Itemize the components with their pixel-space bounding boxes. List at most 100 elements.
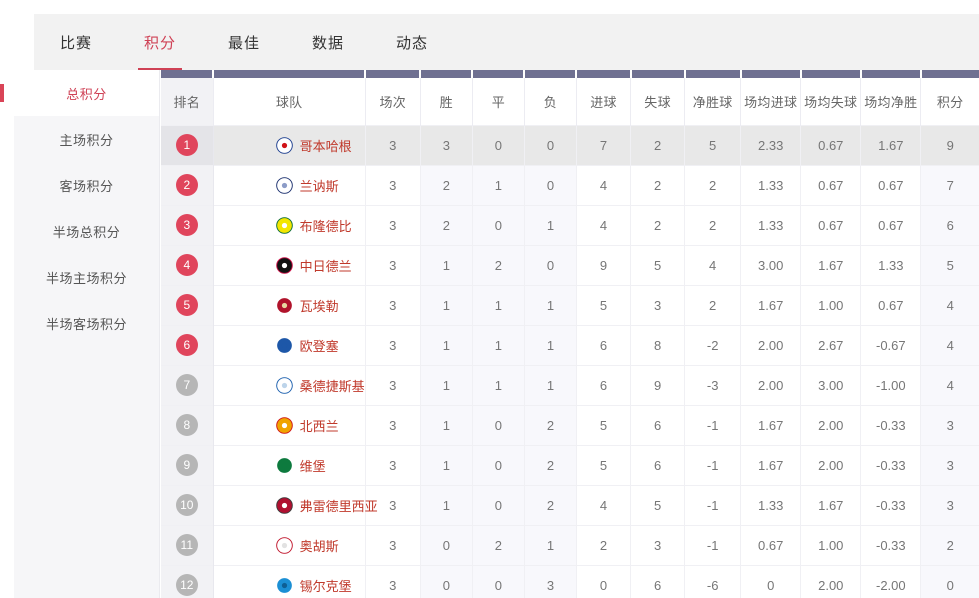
cell-avg_gf: 1.67 — [740, 404, 802, 445]
column-header-avg_gf[interactable]: 场均进球 — [740, 78, 802, 125]
cell-played: 3 — [365, 164, 421, 205]
column-header-gf[interactable]: 进球 — [576, 78, 632, 125]
team-cell: 中日德兰 — [213, 244, 366, 285]
table-row[interactable]: 9 维堡 3 1 0 2 5 6 -1 1.67 2.00 -0.33 3 — [161, 444, 979, 485]
rank-cell: 9 — [161, 444, 214, 485]
column-header-win[interactable]: 胜 — [420, 78, 473, 125]
column-header-rank[interactable]: 排名 — [161, 78, 214, 125]
tab-2[interactable]: 最佳 — [202, 14, 286, 70]
cell-avg_gd: -0.33 — [860, 444, 922, 485]
cell-avg_gf: 2.00 — [740, 364, 802, 405]
team-link[interactable]: 桑德捷斯基 — [214, 376, 365, 395]
rank-badge: 12 — [175, 574, 198, 597]
team-link[interactable]: 中日德兰 — [214, 256, 365, 275]
team-link[interactable]: 哥本哈根 — [214, 136, 365, 155]
cell-avg_ga: 1.00 — [800, 524, 862, 565]
team-link[interactable]: 锡尔克堡 — [214, 576, 365, 595]
team-name: 中日德兰 — [299, 258, 352, 274]
cell-avg_gd: -2.00 — [860, 564, 922, 598]
sidebar-item-2[interactable]: 客场积分 — [14, 162, 159, 208]
cell-win: 1 — [420, 444, 473, 485]
column-header-avg_ga[interactable]: 场均失球 — [800, 78, 862, 125]
sidebar-item-1[interactable]: 主场积分 — [14, 116, 159, 162]
cell-draw: 0 — [472, 484, 525, 525]
team-cell: 兰讷斯 — [213, 164, 366, 205]
rank-cell: 3 — [161, 204, 214, 245]
accent-cell-loss — [524, 70, 578, 78]
sidebar-item-3[interactable]: 半场总积分 — [14, 208, 159, 254]
team-link[interactable]: 布隆德比 — [214, 216, 365, 235]
table-row[interactable]: 3 布隆德比 3 2 0 1 4 2 2 1.33 0.67 0.67 6 — [161, 204, 979, 245]
accent-cell-gd — [684, 70, 742, 78]
tab-label: 数据 — [311, 34, 344, 52]
column-header-points[interactable]: 积分 — [920, 78, 979, 125]
accent-cell-team — [213, 70, 367, 78]
sidebar-item-label: 半场客场积分 — [45, 316, 127, 332]
team-name: 北西兰 — [299, 418, 339, 434]
rank-cell: 1 — [161, 124, 214, 165]
tab-4[interactable]: 动态 — [370, 14, 454, 70]
column-header-team[interactable]: 球队 — [213, 78, 366, 125]
table-row[interactable]: 5 瓦埃勒 3 1 1 1 5 3 2 1.67 1.00 0.67 4 — [161, 284, 979, 325]
team-link[interactable]: 弗雷德里西亚 — [214, 496, 378, 515]
table-accent-strip — [161, 70, 979, 78]
tab-0[interactable]: 比赛 — [34, 14, 118, 70]
crest-aarhus-icon — [275, 536, 293, 554]
tab-label: 动态 — [395, 34, 428, 52]
team-link[interactable]: 维堡 — [214, 456, 365, 475]
cell-avg_gd: -1.00 — [860, 364, 922, 405]
cell-points: 5 — [920, 244, 979, 285]
sidebar-item-0[interactable]: 总积分 — [14, 70, 159, 116]
cell-gf: 6 — [576, 324, 632, 365]
cell-avg_ga: 1.67 — [800, 484, 862, 525]
rank-badge: 11 — [175, 534, 198, 556]
cell-played: 3 — [365, 444, 421, 485]
table-row[interactable]: 7 桑德捷斯基 3 1 1 1 6 9 -3 2.00 3.00 -1.00 4 — [161, 364, 979, 405]
table-row[interactable]: 2 兰讷斯 3 2 1 0 4 2 2 1.33 0.67 0.67 7 — [161, 164, 979, 205]
cell-draw: 0 — [472, 444, 525, 485]
rank-cell: 6 — [161, 324, 214, 365]
cell-gd: 2 — [684, 164, 742, 205]
tab-3[interactable]: 数据 — [286, 14, 370, 70]
table-row[interactable]: 12 锡尔克堡 3 0 0 3 0 6 -6 0 2.00 -2.00 0 — [161, 564, 979, 598]
sidebar-item-4[interactable]: 半场主场积分 — [14, 254, 159, 300]
cell-avg_gf: 3.00 — [740, 244, 802, 285]
team-name: 锡尔克堡 — [299, 578, 352, 594]
cell-win: 1 — [420, 324, 473, 365]
column-header-avg_gd[interactable]: 场均净胜 — [860, 78, 922, 125]
column-header-gd[interactable]: 净胜球 — [684, 78, 742, 125]
table-header-row: 排名 球队 场次胜平负进球 失球 净胜球 场均进球 场均失球 场均净胜 积分 — [161, 78, 979, 125]
table-row[interactable]: 8 北西兰 3 1 0 2 5 6 -1 1.67 2.00 -0.33 3 — [161, 404, 979, 445]
cell-loss: 1 — [524, 284, 577, 325]
cell-win: 0 — [420, 524, 473, 565]
tab-1[interactable]: 积分 — [118, 14, 202, 70]
cell-win: 1 — [420, 244, 473, 285]
sidebar-item-5[interactable]: 半场客场积分 — [14, 300, 159, 346]
cell-draw: 2 — [472, 244, 525, 285]
team-link[interactable]: 瓦埃勒 — [214, 296, 365, 315]
table-row[interactable]: 10 弗雷德里西亚 3 1 0 2 4 5 -1 1.33 1.67 -0.33 3 — [161, 484, 979, 525]
column-header-ga[interactable]: 失球 — [630, 78, 686, 125]
column-header-loss[interactable]: 负 — [524, 78, 577, 125]
table-row[interactable]: 11 奥胡斯 3 0 2 1 2 3 -1 0.67 1.00 -0.33 2 — [161, 524, 979, 565]
cell-gd: -1 — [684, 524, 742, 565]
table-row[interactable]: 1 哥本哈根 3 3 0 0 7 2 5 2.33 0.67 1.67 9 — [161, 124, 979, 165]
team-link[interactable]: 欧登塞 — [214, 336, 365, 355]
top-tab-bar: 比赛 积分 最佳 数据 动态 — [34, 14, 979, 70]
cell-loss: 2 — [524, 404, 577, 445]
sidebar-item-label: 总积分 — [66, 86, 107, 102]
team-link[interactable]: 北西兰 — [214, 416, 365, 435]
cell-avg_gd: -0.33 — [860, 484, 922, 525]
team-link[interactable]: 奥胡斯 — [214, 536, 365, 555]
table-row[interactable]: 6 欧登塞 3 1 1 1 6 8 -2 2.00 2.67 -0.67 4 — [161, 324, 979, 365]
cell-draw: 0 — [472, 404, 525, 445]
column-header-draw[interactable]: 平 — [472, 78, 525, 125]
team-link[interactable]: 兰讷斯 — [214, 176, 365, 195]
table-row[interactable]: 4 中日德兰 3 1 2 0 9 5 4 3.00 1.67 1.33 5 — [161, 244, 979, 285]
cell-loss: 1 — [524, 204, 577, 245]
cell-gf: 9 — [576, 244, 632, 285]
sidebar-item-label: 客场积分 — [59, 178, 114, 194]
cell-gf: 4 — [576, 164, 632, 205]
column-header-played[interactable]: 场次 — [365, 78, 421, 125]
cell-loss: 1 — [524, 524, 577, 565]
